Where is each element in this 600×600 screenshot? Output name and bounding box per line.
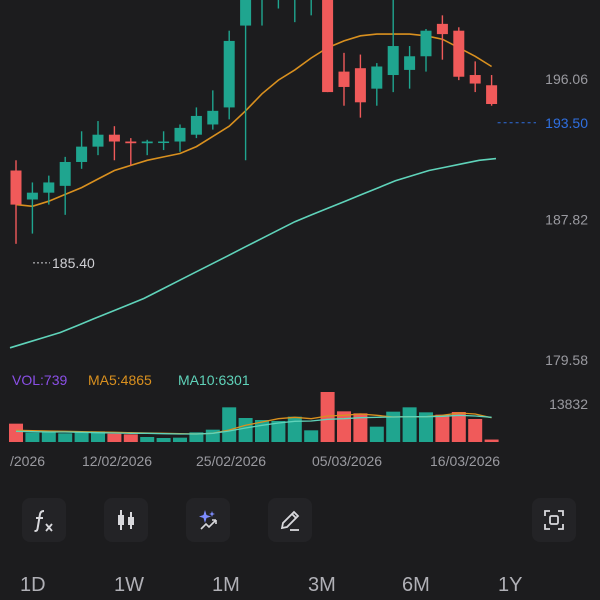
volume-bar <box>304 430 319 442</box>
candlestick-icon <box>118 510 134 530</box>
candle <box>76 131 88 169</box>
date-tick-label: /2026 <box>10 453 45 469</box>
candle <box>26 182 38 234</box>
volume-legend-item: MA10:6301 <box>178 372 250 388</box>
candle <box>338 52 350 106</box>
candle <box>322 0 334 93</box>
candle <box>240 0 252 161</box>
volume-tick-label: 13832 <box>549 396 588 412</box>
candle <box>223 30 235 120</box>
candle <box>108 126 120 161</box>
date-tick-label: 12/02/2026 <box>82 453 152 469</box>
volume-legend-item: MA5:4865 <box>88 372 152 388</box>
period-1w[interactable]: 1W <box>114 574 144 596</box>
draw-button[interactable] <box>268 498 312 542</box>
formula-button[interactable] <box>22 498 66 542</box>
volume-legend-item: VOL:739 <box>12 372 67 388</box>
volume-bar <box>484 439 499 442</box>
candle <box>404 46 416 89</box>
volume-bar <box>369 426 384 442</box>
formula-icon <box>34 510 53 532</box>
period-1y[interactable]: 1Y <box>498 574 523 596</box>
volume-bar <box>25 432 40 442</box>
fullscreen-icon <box>544 510 564 530</box>
period-selector: 1D 1W 1M 3M 6M 1Y <box>0 570 600 600</box>
ai-sparkle-icon <box>199 510 217 530</box>
volume-bar <box>451 412 466 442</box>
volume-bar <box>353 413 368 442</box>
period-1d[interactable]: 1D <box>20 574 46 596</box>
candle <box>354 54 366 118</box>
price-tick-label: 196.06 <box>545 71 588 87</box>
candle <box>486 75 498 106</box>
volume-bar <box>386 411 401 442</box>
volume-bar <box>468 419 483 442</box>
ma-line <box>9 157 497 349</box>
candle <box>387 0 399 93</box>
volume-bar <box>435 414 450 442</box>
volume-ma10-line <box>15 414 492 435</box>
candle <box>420 28 432 72</box>
candle <box>207 90 219 130</box>
date-axis: /2026 12/02/2026 25/02/2026 05/03/2026 16/03… <box>10 453 500 469</box>
candle <box>371 63 383 106</box>
moving-average-lines <box>9 33 497 349</box>
candle <box>92 121 104 156</box>
price-tick-label: 179.58 <box>545 352 588 368</box>
date-tick-label: 16/03/2026 <box>430 453 500 469</box>
price-axis: 196.06 187.82 179.58 193.50 <box>497 71 588 368</box>
volume-bar <box>140 437 155 442</box>
candle <box>158 131 170 151</box>
last-price-label: 193.50 <box>545 115 588 131</box>
candle <box>10 160 22 244</box>
period-6m[interactable]: 6M <box>402 574 430 596</box>
volume-bar <box>156 438 171 442</box>
min-price-label: 185.40 <box>52 255 95 271</box>
ai-assistant-button[interactable] <box>186 498 230 542</box>
volume-bar <box>271 421 286 442</box>
period-3m[interactable]: 3M <box>308 574 336 596</box>
volume-bar <box>91 431 105 442</box>
date-tick-label: 25/02/2026 <box>196 453 266 469</box>
ma-line <box>15 33 493 208</box>
volume-bar <box>419 412 433 442</box>
volume-bar <box>74 432 89 442</box>
chart-toolbar <box>0 490 600 554</box>
candle <box>174 124 186 152</box>
price-tick-label: 187.82 <box>545 212 588 228</box>
candle <box>125 138 137 166</box>
fullscreen-button[interactable] <box>532 498 576 542</box>
volume-bar <box>287 416 302 442</box>
candle <box>294 0 296 23</box>
candle <box>141 139 153 156</box>
volume-bar <box>173 437 187 442</box>
candle <box>453 27 465 81</box>
volume-bar <box>58 433 73 442</box>
date-tick-label: 05/03/2026 <box>312 453 382 469</box>
candle <box>59 156 71 215</box>
volume-bar <box>123 434 138 442</box>
candle <box>43 175 55 205</box>
candle <box>436 15 448 60</box>
candlesticks: 185.40 <box>10 0 498 271</box>
candle <box>469 61 481 93</box>
candle <box>261 0 263 26</box>
candle <box>277 0 280 9</box>
volume-bar <box>107 433 122 442</box>
candle <box>190 107 202 139</box>
pencil-icon <box>280 510 300 531</box>
volume-bar <box>320 392 335 442</box>
volume-panel: VOL:739 MA5:4865 MA10:6301 13832 <box>9 372 588 442</box>
period-1m[interactable]: 1M <box>212 574 240 596</box>
candlestick-type-button[interactable] <box>104 498 148 542</box>
volume-bar <box>41 431 56 442</box>
volume-bar <box>238 418 253 442</box>
candle <box>310 0 312 16</box>
volume-bar <box>402 407 417 442</box>
volume-bar <box>205 429 220 442</box>
volume-bar <box>9 423 23 442</box>
volume-bar <box>222 407 237 442</box>
volume-bar <box>189 432 204 442</box>
